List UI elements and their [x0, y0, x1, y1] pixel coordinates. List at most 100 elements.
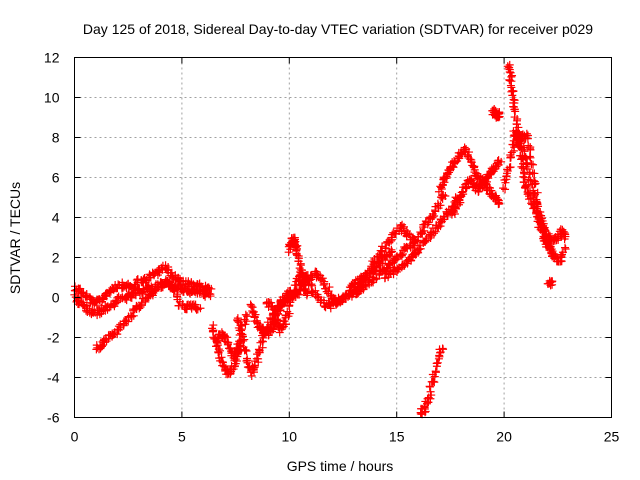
x-tick-label: 15: [389, 429, 405, 445]
data-point: [403, 229, 412, 238]
series-track-o: [447, 156, 506, 219]
data-point: [521, 153, 530, 162]
series-track-c: [92, 275, 205, 354]
series-track-m: [380, 193, 461, 283]
data-point: [494, 156, 503, 165]
data-point: [238, 330, 247, 339]
data-point: [423, 220, 432, 229]
data-point: [241, 310, 250, 319]
data-point: [481, 178, 490, 187]
data-point: [561, 245, 570, 254]
data-point: [112, 298, 121, 307]
series-track-p: [488, 105, 504, 122]
data-point: [427, 391, 436, 400]
data-point: [505, 76, 514, 85]
data-point: [506, 163, 515, 172]
data-point: [223, 339, 232, 348]
data-point: [468, 161, 477, 170]
y-tick-label: 10: [44, 90, 60, 106]
data-point: [289, 236, 298, 245]
y-tick-label: -6: [47, 410, 60, 426]
data-point: [533, 200, 542, 209]
data-point: [114, 292, 123, 301]
x-tick-label: 20: [496, 429, 512, 445]
series-track-u: [416, 344, 448, 419]
data-point: [254, 358, 263, 367]
data-point: [431, 367, 440, 376]
y-tick-label: 12: [44, 50, 60, 66]
grid-layer: [74, 57, 612, 418]
data-point: [215, 346, 224, 355]
data-point: [388, 247, 397, 256]
data-point: [137, 301, 146, 310]
y-tick-label: -2: [47, 330, 60, 346]
data-point: [111, 299, 120, 308]
data-point: [529, 160, 538, 169]
y-axis-label: SDTVAR / TECUs: [7, 182, 23, 294]
data-point: [531, 190, 540, 199]
data-point: [546, 278, 555, 287]
data-point: [372, 275, 381, 284]
data-point: [366, 264, 375, 273]
data-point: [151, 286, 160, 295]
data-point: [531, 179, 540, 188]
data-point: [285, 309, 294, 318]
data-point: [523, 158, 532, 167]
data-point: [406, 243, 415, 252]
plot-frame: [74, 57, 612, 418]
data-point: [508, 71, 517, 80]
data-point: [206, 292, 215, 301]
data-point: [557, 252, 566, 261]
x-tick-label: 5: [178, 429, 186, 445]
y-tick-label: -4: [47, 370, 60, 386]
data-point: [540, 226, 549, 235]
data-point: [558, 250, 567, 259]
data-point: [534, 202, 543, 211]
series-track-b: [70, 277, 215, 320]
data-point: [523, 164, 532, 173]
data-point: [127, 312, 136, 321]
data-point: [364, 276, 373, 285]
data-point: [286, 298, 295, 307]
data-point: [234, 323, 243, 332]
data-point: [129, 311, 138, 320]
series-track-l: [348, 190, 450, 299]
data-point: [527, 159, 536, 168]
data-point: [561, 232, 570, 241]
data-point: [240, 335, 249, 344]
data-point: [168, 281, 177, 290]
data-point: [201, 288, 210, 297]
data-point: [193, 305, 202, 314]
data-point: [381, 256, 390, 265]
data-point: [316, 271, 325, 280]
data-point: [547, 277, 556, 286]
data-point: [421, 238, 430, 247]
data-point: [467, 157, 476, 166]
series-track-t: [543, 276, 557, 290]
data-point: [306, 271, 315, 280]
data-point: [83, 304, 92, 313]
data-point: [537, 219, 546, 228]
data-point: [526, 144, 535, 153]
data-point: [291, 289, 300, 298]
series-track-e: [212, 310, 252, 362]
data-point: [241, 345, 250, 354]
data-point: [409, 239, 418, 248]
y-tick-label: 6: [52, 170, 60, 186]
data-point: [508, 91, 517, 100]
data-point: [243, 312, 252, 321]
data-point: [296, 268, 305, 277]
data-point: [251, 310, 260, 319]
data-point: [325, 283, 334, 292]
data-point: [457, 188, 466, 197]
data-point: [157, 263, 166, 272]
data-point: [157, 278, 166, 287]
data-point: [233, 317, 242, 326]
data-point: [530, 180, 539, 189]
series-track-s: [509, 127, 570, 247]
data-point: [209, 333, 218, 342]
data-point: [131, 291, 140, 300]
x-tick-label: 0: [71, 429, 79, 445]
data-point: [507, 148, 516, 157]
